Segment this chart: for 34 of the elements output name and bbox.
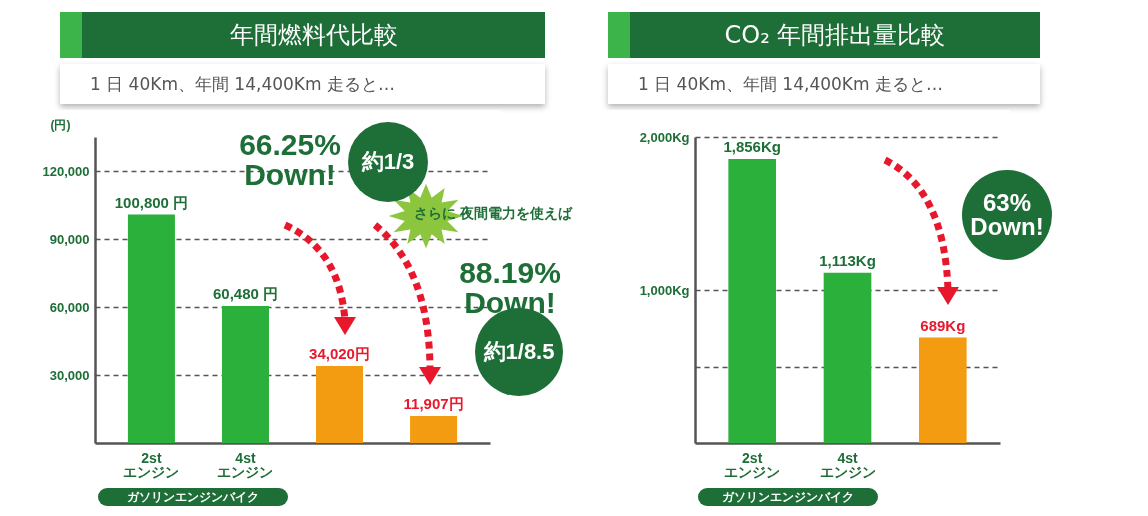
data-label: 34,020円: [309, 344, 370, 362]
chart-title: 年間燃料代比較: [60, 12, 545, 58]
data-label: 1,113Kg: [819, 251, 876, 269]
bar: [728, 159, 777, 443]
data-label: 1,856Kg: [723, 138, 781, 156]
y-axis-title: (円): [50, 117, 71, 132]
bar: [316, 365, 364, 443]
data-label: 689Kg: [920, 316, 966, 334]
data-label: 11,907円: [403, 395, 464, 413]
x-tick-label: 2st エンジン: [724, 449, 781, 480]
annotation: さらに 夜間電力を使えば: [412, 205, 574, 221]
bar: [221, 305, 269, 443]
y-tick-label: 60,000: [49, 299, 90, 315]
text: ガソリンエンジンバイク: [698, 488, 878, 506]
chart-title: CO₂ 年間排出量比較: [608, 12, 1040, 58]
x-tick-label: 4st エンジン: [217, 449, 274, 480]
y-tick-label: 1,000Kg: [639, 282, 690, 298]
y-tick-label: 90,000: [49, 231, 90, 247]
bar: [127, 214, 175, 443]
y-tick-label: 30,000: [49, 367, 90, 383]
bar: [918, 337, 967, 443]
data-label: 60,480 円: [212, 284, 278, 302]
bar: [410, 416, 458, 443]
chart-subtitle: 1 日 40Km、年間 14,400Km 走ると…: [608, 64, 1040, 104]
x-tick-label: 4st エンジン: [819, 449, 876, 480]
y-tick-label: 120,000: [42, 163, 90, 179]
annotation: 約1/8.5: [483, 339, 555, 364]
text: ガソリンエンジンバイク: [98, 488, 288, 506]
bar: [823, 272, 872, 443]
y-tick-label: 2,000Kg: [639, 129, 690, 145]
chart-subtitle: 1 日 40Km、年間 14,400Km 走ると…: [60, 64, 545, 104]
annotation: 66.25% Down!: [238, 128, 342, 191]
x-tick-label: 2st エンジン: [123, 449, 180, 480]
data-label: 100,800 円: [114, 193, 189, 211]
